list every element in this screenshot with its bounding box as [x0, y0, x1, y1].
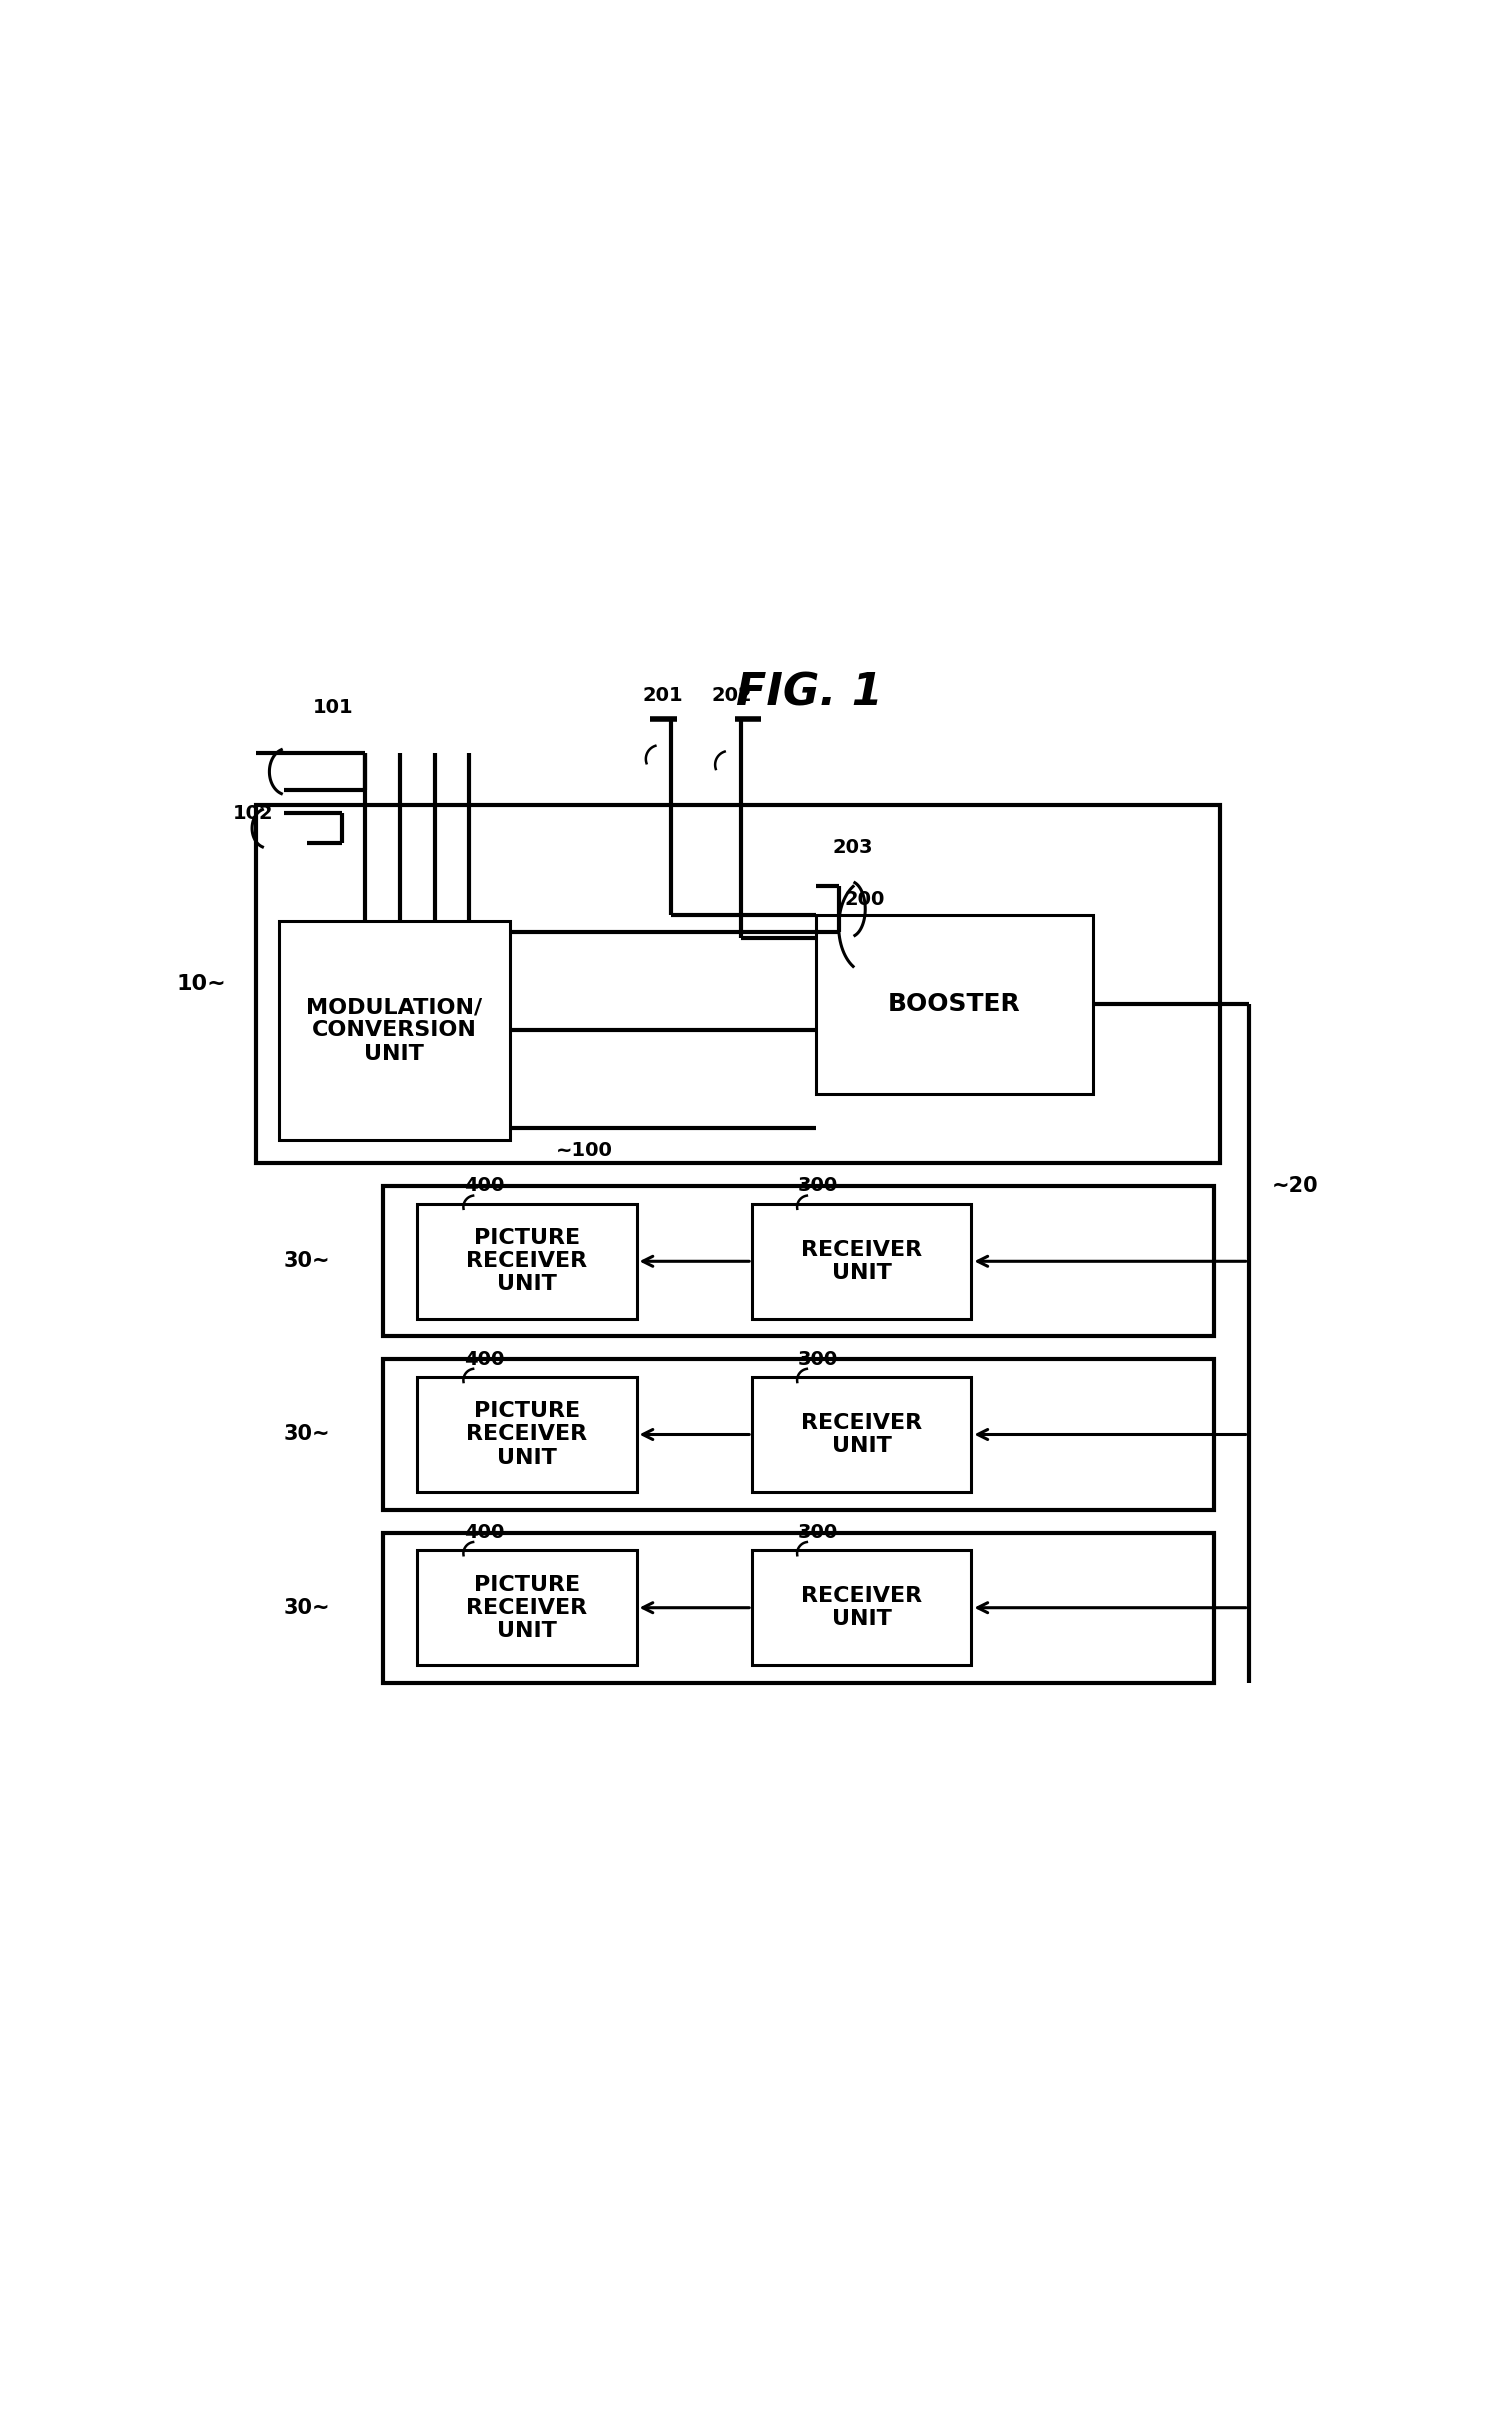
Text: RECEIVER
UNIT: RECEIVER UNIT	[802, 1414, 922, 1455]
Text: RECEIVER
UNIT: RECEIVER UNIT	[802, 1239, 922, 1283]
Text: 300: 300	[797, 1351, 837, 1368]
Bar	[383, 1533, 1214, 1683]
Bar	[383, 1185, 1214, 1336]
Bar	[417, 1550, 636, 1666]
Text: 102: 102	[232, 804, 273, 823]
Text: 30~: 30~	[285, 1251, 331, 1270]
Text: MODULATION/
CONVERSION
UNIT: MODULATION/ CONVERSION UNIT	[305, 998, 483, 1064]
Text: 201: 201	[642, 685, 682, 704]
Text: PICTURE
RECEIVER
UNIT: PICTURE RECEIVER UNIT	[466, 1402, 587, 1467]
Text: 400: 400	[463, 1176, 504, 1195]
Text: 30~: 30~	[285, 1598, 331, 1618]
Bar	[417, 1202, 636, 1319]
Text: 300: 300	[797, 1176, 837, 1195]
Text: ~20: ~20	[1271, 1176, 1319, 1195]
Text: 202: 202	[712, 685, 752, 704]
Bar	[256, 804, 1220, 1163]
Text: FIG. 1: FIG. 1	[736, 673, 884, 714]
Text: ~100: ~100	[556, 1142, 612, 1159]
Bar	[752, 1550, 971, 1666]
Bar	[752, 1202, 971, 1319]
Text: 203: 203	[833, 838, 873, 857]
Bar	[752, 1377, 971, 1491]
Bar	[279, 921, 510, 1139]
Text: PICTURE
RECEIVER
UNIT: PICTURE RECEIVER UNIT	[466, 1574, 587, 1642]
Bar	[417, 1377, 636, 1491]
Bar	[383, 1360, 1214, 1508]
Text: BOOSTER: BOOSTER	[888, 993, 1021, 1015]
Text: 200: 200	[845, 889, 885, 908]
Bar	[815, 916, 1092, 1093]
Text: 10~: 10~	[177, 974, 226, 993]
Text: 400: 400	[463, 1351, 504, 1368]
Text: 400: 400	[463, 1523, 504, 1542]
Text: 300: 300	[797, 1523, 837, 1542]
Text: 101: 101	[313, 697, 355, 717]
Text: 30~: 30~	[285, 1423, 331, 1445]
Text: PICTURE
RECEIVER
UNIT: PICTURE RECEIVER UNIT	[466, 1229, 587, 1295]
Text: RECEIVER
UNIT: RECEIVER UNIT	[802, 1586, 922, 1630]
